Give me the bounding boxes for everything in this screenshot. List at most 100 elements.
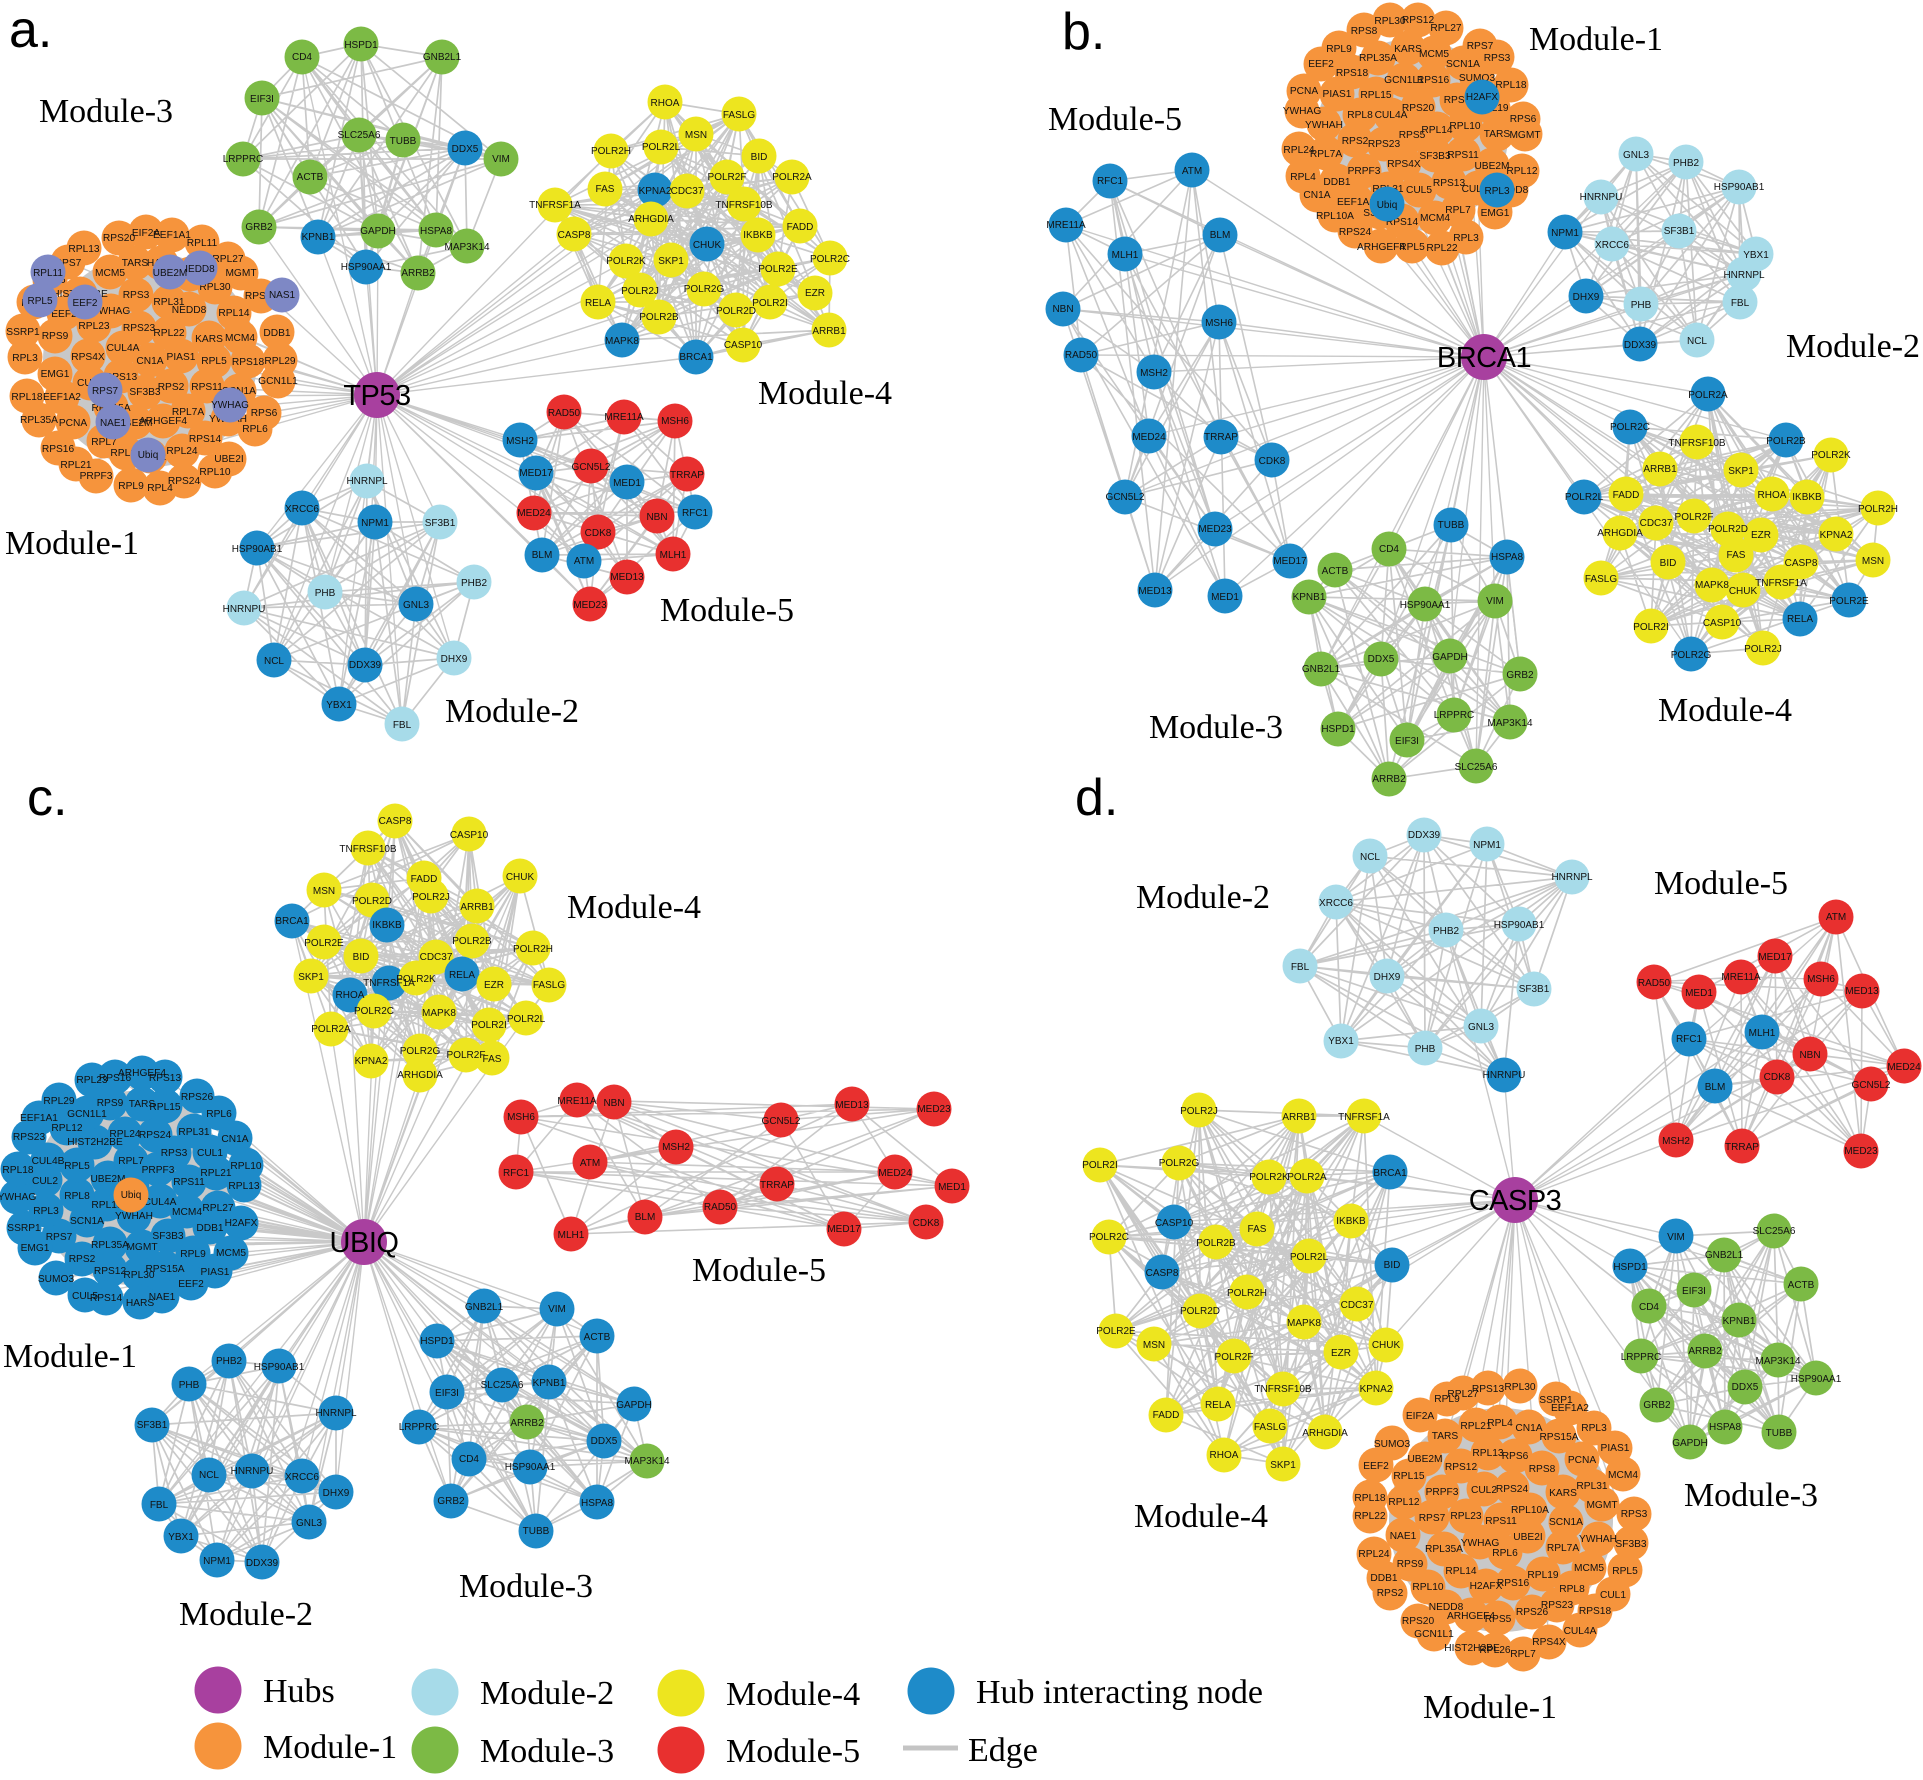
- svg-text:POLR2K: POLR2K: [606, 256, 646, 267]
- svg-text:RHOA: RHOA: [651, 98, 680, 109]
- svg-text:RPS5: RPS5: [1399, 130, 1426, 141]
- svg-text:CUL4B: CUL4B: [1462, 184, 1495, 195]
- svg-text:PIAS1: PIAS1: [1323, 89, 1352, 100]
- svg-text:POLR2G: POLR2G: [1159, 1158, 1200, 1169]
- svg-text:RPL10: RPL10: [230, 1161, 261, 1172]
- svg-text:PHB: PHB: [179, 1380, 200, 1391]
- svg-text:RPS2: RPS2: [1377, 1588, 1404, 1599]
- svg-text:RPL35A: RPL35A: [1359, 53, 1397, 64]
- svg-text:RPL4: RPL4: [147, 483, 173, 494]
- svg-text:POLR2G: POLR2G: [1671, 650, 1712, 661]
- svg-text:RPS9: RPS9: [1397, 1559, 1424, 1570]
- svg-text:FASLG: FASLG: [533, 980, 565, 991]
- svg-text:RPS3: RPS3: [123, 290, 150, 301]
- svg-text:RPS16: RPS16: [1417, 75, 1450, 86]
- svg-text:POLR2F: POLR2F: [1675, 512, 1714, 523]
- svg-text:HARS: HARS: [126, 1298, 155, 1309]
- svg-text:SLC25A6: SLC25A6: [1455, 762, 1498, 773]
- svg-text:RPL27: RPL27: [1430, 23, 1461, 34]
- svg-text:MSH2: MSH2: [1140, 368, 1168, 379]
- svg-text:DDX5: DDX5: [452, 144, 479, 155]
- svg-text:RPL14: RPL14: [1421, 125, 1452, 136]
- svg-text:RPS26: RPS26: [245, 291, 278, 302]
- svg-text:MED13: MED13: [610, 572, 644, 583]
- svg-text:POLR2L: POLR2L: [642, 142, 681, 153]
- svg-text:EMG1: EMG1: [21, 1243, 50, 1254]
- svg-text:ARHGDIA: ARHGDIA: [397, 1070, 443, 1081]
- svg-text:CHUK: CHUK: [693, 240, 722, 251]
- svg-text:MAP3K14: MAP3K14: [1487, 718, 1532, 729]
- svg-text:ATM: ATM: [574, 556, 594, 567]
- svg-text:BRCA1: BRCA1: [275, 916, 309, 927]
- svg-text:RPL24: RPL24: [109, 1129, 140, 1140]
- svg-text:EIF3I: EIF3I: [250, 94, 274, 105]
- svg-text:Module-5: Module-5: [660, 592, 794, 629]
- svg-text:MED23: MED23: [1844, 1146, 1878, 1157]
- svg-text:MCM4: MCM4: [1608, 1470, 1638, 1481]
- svg-text:Edge: Edge: [968, 1732, 1038, 1769]
- svg-text:RPS4X: RPS4X: [1532, 1637, 1566, 1648]
- svg-text:DHX9: DHX9: [441, 654, 468, 665]
- svg-text:PIAS1: PIAS1: [1601, 1443, 1630, 1454]
- svg-text:Hub interacting node: Hub interacting node: [976, 1674, 1263, 1711]
- svg-text:CDK8: CDK8: [913, 1218, 940, 1229]
- svg-text:RPS23: RPS23: [1541, 1600, 1574, 1611]
- svg-text:SF3B3: SF3B3: [129, 387, 160, 398]
- svg-text:HSP90AB1: HSP90AB1: [1714, 182, 1765, 193]
- svg-text:SCN1A: SCN1A: [70, 1216, 104, 1227]
- svg-text:FAS: FAS: [1727, 550, 1746, 561]
- svg-text:KPNA2: KPNA2: [1820, 530, 1853, 541]
- svg-text:RPL29: RPL29: [264, 356, 295, 367]
- svg-text:EEF2: EEF2: [72, 298, 97, 309]
- svg-text:PRPF3: PRPF3: [142, 1165, 175, 1176]
- svg-text:MSH2: MSH2: [506, 436, 534, 447]
- svg-text:MCM5: MCM5: [1574, 1563, 1604, 1574]
- svg-text:IKBKB: IKBKB: [1336, 1216, 1366, 1227]
- svg-text:Module-3: Module-3: [459, 1568, 593, 1605]
- svg-text:ARRB2: ARRB2: [1372, 774, 1406, 785]
- svg-text:DDX5: DDX5: [591, 1436, 618, 1447]
- svg-text:KPNA2: KPNA2: [355, 1056, 388, 1067]
- svg-text:RPL9: RPL9: [180, 1249, 206, 1260]
- svg-text:POLR2E: POLR2E: [1829, 596, 1869, 607]
- svg-text:BID: BID: [1660, 558, 1677, 569]
- svg-text:GAPDH: GAPDH: [360, 226, 396, 237]
- svg-text:SSRP1: SSRP1: [6, 327, 40, 338]
- svg-text:MAP3K14: MAP3K14: [444, 242, 489, 253]
- svg-text:FASLG: FASLG: [723, 110, 755, 121]
- svg-text:RPS14: RPS14: [1386, 217, 1419, 228]
- svg-text:PIAS1: PIAS1: [201, 1267, 230, 1278]
- svg-text:XRCC6: XRCC6: [1595, 240, 1629, 251]
- svg-text:POLR2I: POLR2I: [1082, 1160, 1118, 1171]
- svg-text:RAD50: RAD50: [1065, 350, 1098, 361]
- svg-text:RPS3: RPS3: [1621, 1509, 1648, 1520]
- svg-text:HSPA8: HSPA8: [420, 226, 452, 237]
- svg-text:MED13: MED13: [1845, 986, 1879, 997]
- svg-text:KARS: KARS: [195, 334, 223, 345]
- svg-text:RFC1: RFC1: [682, 508, 709, 519]
- svg-text:POLR2A: POLR2A: [1688, 390, 1728, 401]
- svg-text:POLR2E: POLR2E: [758, 264, 798, 275]
- svg-text:CUL4B: CUL4B: [32, 1156, 65, 1167]
- svg-text:RPL31: RPL31: [153, 297, 184, 308]
- svg-text:MAPK8: MAPK8: [1287, 1318, 1321, 1329]
- svg-text:RPL23: RPL23: [78, 321, 109, 332]
- svg-text:ARHGDIA: ARHGDIA: [1597, 528, 1643, 539]
- svg-text:RPS7: RPS7: [46, 1232, 73, 1243]
- svg-text:RPL8: RPL8: [1559, 1584, 1585, 1595]
- svg-text:RPL27: RPL27: [1447, 1389, 1478, 1400]
- svg-text:RPL13: RPL13: [1472, 1448, 1503, 1459]
- svg-text:POLR2A: POLR2A: [311, 1024, 351, 1035]
- svg-text:RPL15: RPL15: [149, 1102, 180, 1113]
- svg-text:MLH1: MLH1: [1112, 250, 1139, 261]
- svg-text:YBX1: YBX1: [1328, 1036, 1354, 1047]
- svg-text:CASP8: CASP8: [1785, 558, 1818, 569]
- svg-text:MRE11A: MRE11A: [1721, 972, 1761, 983]
- svg-text:RPL30: RPL30: [1374, 16, 1405, 27]
- svg-text:RHOA: RHOA: [336, 990, 365, 1001]
- svg-text:MED23: MED23: [917, 1104, 951, 1115]
- svg-text:BLM: BLM: [1210, 230, 1231, 241]
- svg-text:ACTB: ACTB: [1322, 566, 1349, 577]
- svg-text:d.: d.: [1075, 769, 1118, 827]
- svg-text:LRPPRC: LRPPRC: [399, 1422, 440, 1433]
